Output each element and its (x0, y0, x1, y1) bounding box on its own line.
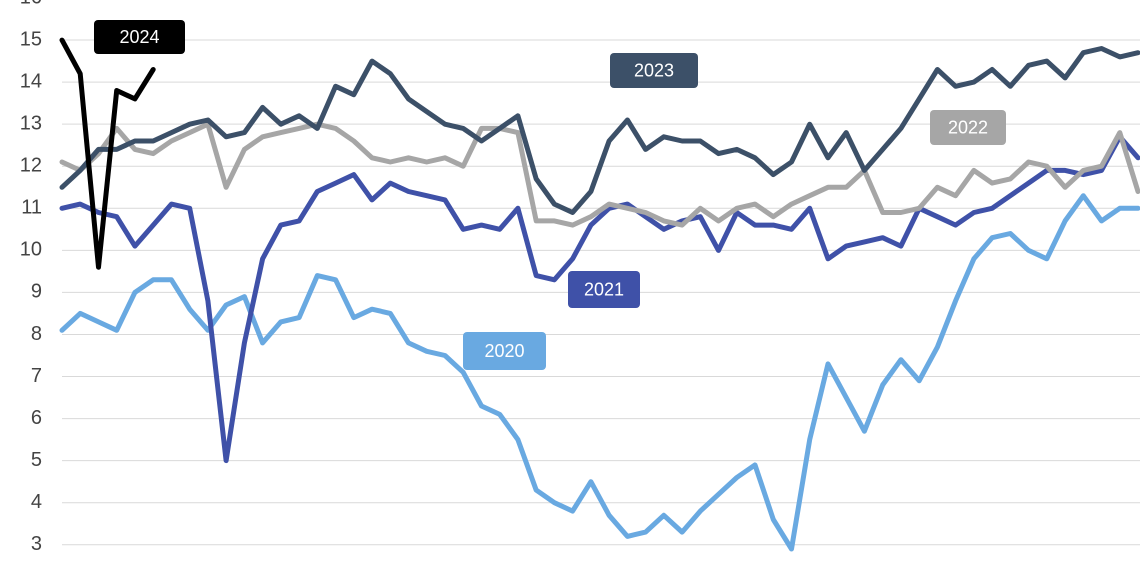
legend-tag (94, 20, 185, 54)
y-tick-label: 14 (20, 70, 42, 92)
y-tick-label: 5 (31, 449, 42, 471)
line (59, 193, 1140, 552)
y-tick-label: 12 (20, 155, 42, 177)
legend-tag (930, 110, 1006, 145)
legend-tag (463, 332, 546, 370)
y-tick-label: 11 (21, 197, 42, 219)
y-tick-label: 6 (31, 407, 42, 429)
y-tick-label: 9 (31, 281, 42, 303)
line (59, 46, 1140, 215)
y-tick-label: 7 (31, 365, 42, 387)
legend-tag (610, 53, 698, 88)
legend-label: 2023 (634, 60, 674, 80)
legend-label: 2024 (119, 27, 159, 47)
line (59, 121, 1140, 228)
y-tick-label: 15 (20, 28, 42, 50)
legend-label: 2020 (484, 341, 524, 361)
y-tick-label: 16 (20, 0, 42, 8)
y-tick-label: 10 (20, 239, 42, 261)
y-tick-label: 4 (31, 491, 42, 513)
legend-tag (568, 271, 640, 308)
y-tick-label: 3 (31, 533, 42, 555)
legend-label: 2022 (948, 117, 988, 137)
legend-label: 2021 (584, 279, 624, 299)
line (59, 134, 1140, 464)
y-tick-label: 13 (20, 112, 42, 134)
line (59, 37, 156, 270)
y-tick-label: 8 (31, 323, 42, 345)
